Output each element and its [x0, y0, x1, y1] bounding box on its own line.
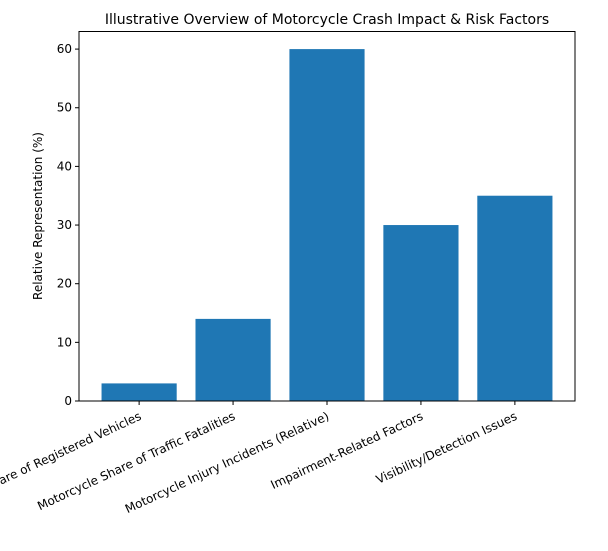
y-tick-label: 40 [57, 159, 72, 173]
bar-3 [289, 49, 365, 401]
axes-frame [78, 31, 576, 402]
y-tick-label: 50 [57, 101, 72, 115]
bar-2 [195, 318, 271, 401]
bar-1 [101, 383, 177, 401]
y-tick-label: 20 [57, 277, 72, 291]
chart-title: Illustrative Overview of Motorcycle Cras… [105, 12, 549, 28]
x-tick-label: Impairment-Related Factors [269, 409, 426, 492]
y-axis-label: Relative Representation (%) [31, 132, 45, 300]
bar-4 [383, 225, 459, 401]
y-tick-label: 60 [57, 42, 72, 56]
y-tick-label: 10 [57, 335, 72, 349]
bar-5 [477, 195, 553, 401]
y-tick-label: 30 [57, 218, 72, 232]
y-tick-label: 0 [64, 394, 72, 408]
